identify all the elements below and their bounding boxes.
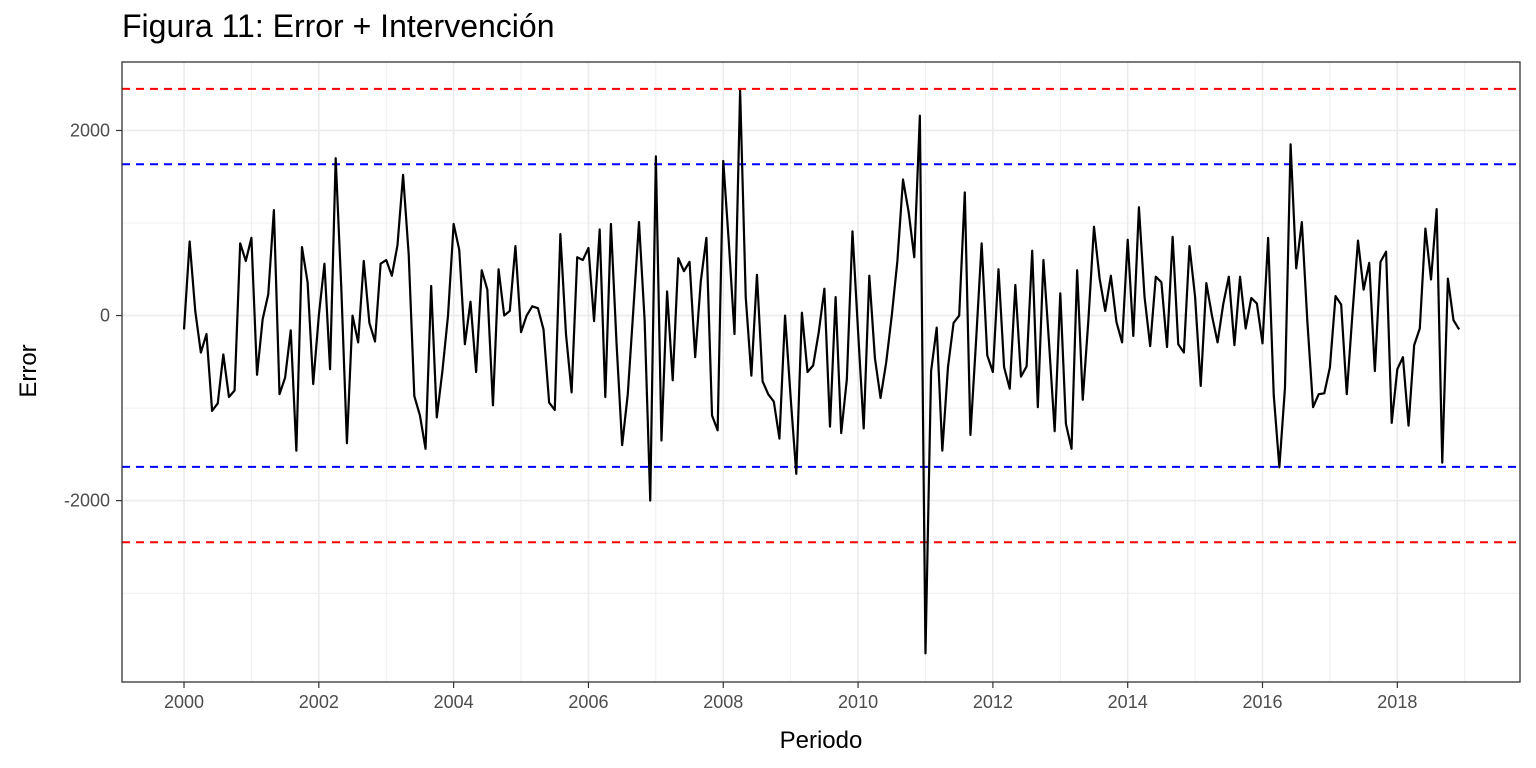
x-tick-label: 2008 (703, 692, 743, 712)
reference-lines (122, 87, 1520, 544)
x-tick-label: 2000 (164, 692, 204, 712)
x-tick-label: 2006 (568, 692, 608, 712)
chart-title: Figura 11: Error + Intervención (122, 8, 555, 44)
y-tick-label: 2000 (70, 120, 110, 140)
x-tick-label: 2002 (299, 692, 339, 712)
series-layer (182, 89, 1461, 655)
x-tick-label: 2018 (1377, 692, 1417, 712)
series-line (182, 89, 1461, 655)
x-tick-label: 2014 (1108, 692, 1148, 712)
y-tick-label: 0 (100, 306, 110, 326)
x-tick-label: 2004 (434, 692, 474, 712)
x-tick-label: 2016 (1242, 692, 1282, 712)
x-tick-label: 2012 (973, 692, 1013, 712)
y-axis-title: Error (15, 344, 42, 397)
plot-panel-border (121, 61, 1521, 683)
y-axis: -2000 0 2000 (64, 120, 122, 511)
x-axis: 2000 2002 2004 2006 2008 2010 2012 2014 2016 2018 (164, 682, 1417, 712)
x-tick-label: 2010 (838, 692, 878, 712)
grid (122, 62, 1520, 682)
x-axis-title: Periodo (780, 727, 863, 754)
y-tick-label: -2000 (64, 491, 110, 511)
